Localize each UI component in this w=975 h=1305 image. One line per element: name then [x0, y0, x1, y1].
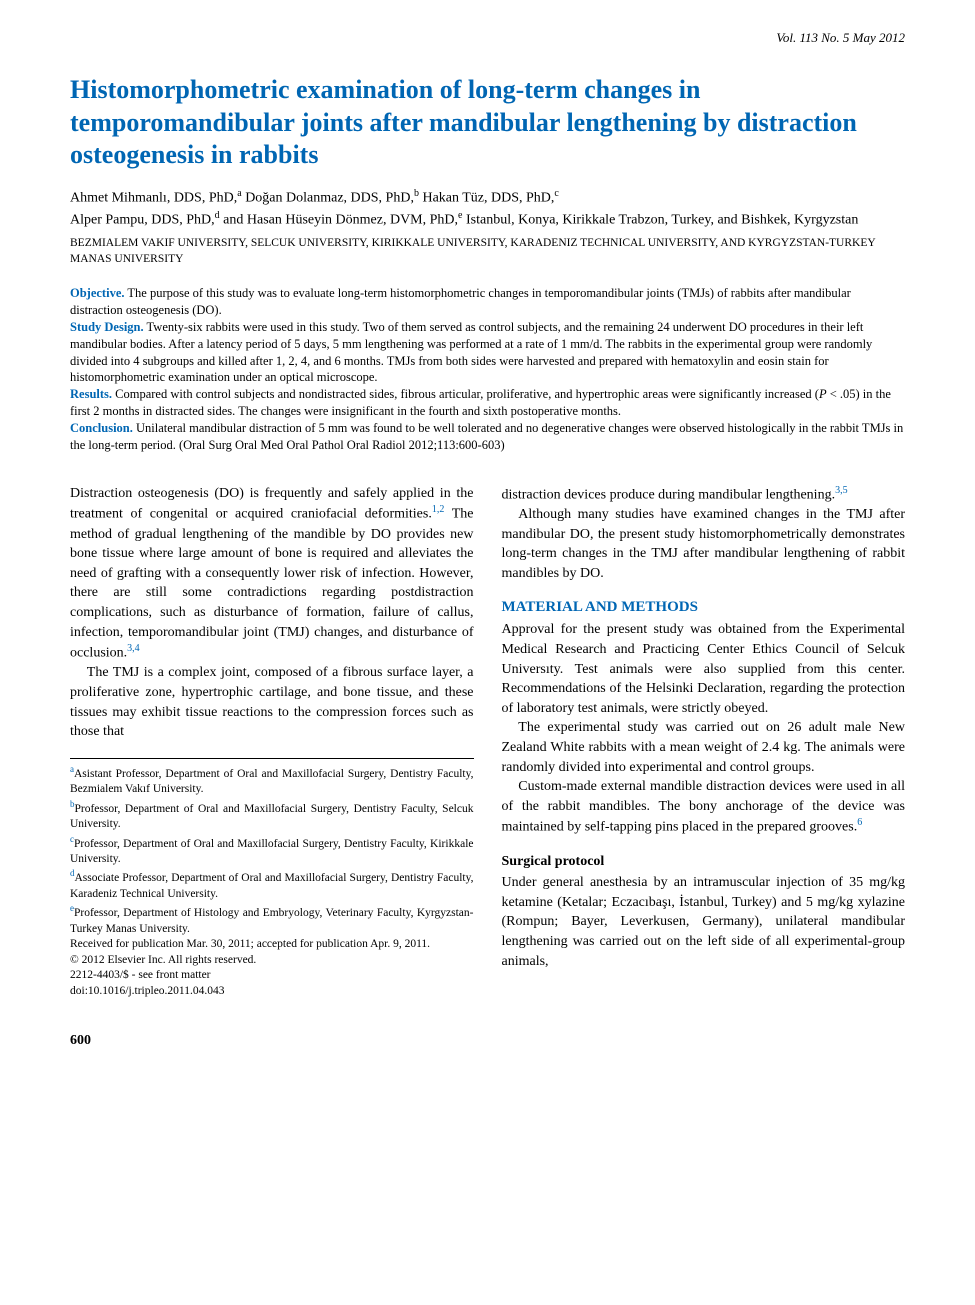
page-number: 600 [70, 1033, 905, 1049]
abstract-block: Objective. The purpose of this study was… [70, 285, 905, 454]
right-p1a: distraction devices produce during mandi… [502, 487, 836, 502]
methods-para-2: The experimental study was carried out o… [502, 718, 906, 777]
study-design-label: Study Design. [70, 320, 144, 334]
article-title: Histomorphometric examination of long-te… [70, 74, 905, 172]
methods-para-3: Custom-made external mandible distractio… [502, 777, 906, 837]
intro-p1a: Distraction osteogenesis (DO) is frequen… [70, 486, 474, 522]
study-design-text: Twenty-six rabbits were used in this stu… [70, 320, 872, 385]
authors-line-2b: and Hasan Hüseyin Dönmez, DVM, PhD, [220, 213, 458, 228]
footnote-doi: doi:10.1016/j.tripleo.2011.04.043 [70, 984, 474, 1000]
conclusion-label: Conclusion. [70, 421, 133, 435]
authors-line-1c: Hakan Tüz, DDS, PhD, [419, 190, 554, 205]
conclusion-text: Unilateral mandibular distraction of 5 m… [70, 421, 903, 452]
body-columns: Distraction osteogenesis (DO) is frequen… [70, 484, 905, 999]
methods-para-1: Approval for the present study was obtai… [502, 620, 906, 718]
footnote-e: eProfessor, Department of Histology and … [70, 902, 474, 937]
intro-para-1: Distraction osteogenesis (DO) is frequen… [70, 484, 474, 664]
footnote-copyright: © 2012 Elsevier Inc. All rights reserved… [70, 953, 474, 969]
footnote-a: aAsistant Professor, Department of Oral … [70, 763, 474, 798]
results-text-a: Compared with control subjects and nondi… [112, 387, 819, 401]
surgical-para-1: Under general anesthesia by an intramusc… [502, 873, 906, 971]
methods-heading: MATERIAL AND METHODS [502, 597, 906, 618]
footnote-c: cProfessor, Department of Oral and Maxil… [70, 833, 474, 868]
ref-3-5[interactable]: 3,5 [835, 485, 848, 496]
right-p2: Although many studies have examined chan… [502, 505, 906, 583]
results-p-value: P [819, 387, 827, 401]
affil-sup-c: c [554, 188, 558, 199]
footnote-received: Received for publication Mar. 30, 2011; … [70, 937, 474, 953]
ref-6[interactable]: 6 [857, 817, 862, 828]
authors-block: Ahmet Mihmanlı, DDS, PhD,a Doğan Dolanma… [70, 186, 905, 231]
authors-line-2a: Alper Pampu, DDS, PhD, [70, 213, 215, 228]
methods-p3a: Custom-made external mandible distractio… [502, 779, 906, 835]
right-p1: distraction devices produce during mandi… [502, 484, 906, 505]
institutions-line: BEZMIALEM VAKIF UNIVERSITY, SELCUK UNIVE… [70, 235, 905, 267]
results-label: Results. [70, 387, 112, 401]
authors-line-1a: Ahmet Mihmanlı, DDS, PhD, [70, 190, 237, 205]
objective-label: Objective. [70, 286, 125, 300]
surgical-protocol-heading: Surgical protocol [502, 852, 906, 872]
right-column: distraction devices produce during mandi… [502, 484, 906, 999]
footnote-issn: 2212-4403/$ - see front matter [70, 968, 474, 984]
footnote-d: dAssociate Professor, Department of Oral… [70, 867, 474, 902]
intro-p1b: The method of gradual lengthening of the… [70, 507, 474, 661]
authors-line-2c: Istanbul, Konya, Kirikkale Trabzon, Turk… [462, 213, 858, 228]
footnote-b: bProfessor, Department of Oral and Maxil… [70, 798, 474, 833]
objective-text: The purpose of this study was to evaluat… [70, 286, 851, 317]
authors-line-1b: Doğan Dolanmaz, DDS, PhD, [242, 190, 414, 205]
ref-3-4[interactable]: 3,4 [127, 643, 140, 654]
intro-para-2: The TMJ is a complex joint, composed of … [70, 663, 474, 741]
ref-1-2[interactable]: 1,2 [432, 504, 445, 515]
left-column: Distraction osteogenesis (DO) is frequen… [70, 484, 474, 999]
footnotes-block: aAsistant Professor, Department of Oral … [70, 758, 474, 999]
journal-issue-header: Vol. 113 No. 5 May 2012 [70, 30, 905, 46]
